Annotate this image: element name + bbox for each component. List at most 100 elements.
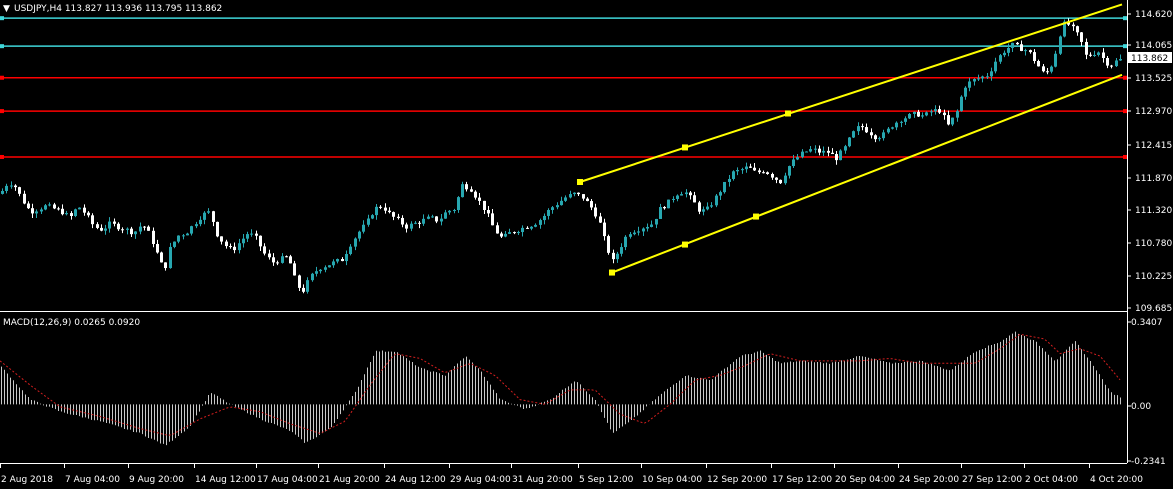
candle-body-bull — [655, 218, 658, 225]
level-right-handle[interactable] — [1123, 16, 1127, 21]
level-left-handle[interactable] — [0, 109, 4, 114]
macd-tick-label: 0.3407 — [1131, 318, 1163, 328]
candle-body-bear — [388, 210, 391, 213]
candle-body-bull — [930, 111, 933, 113]
candle-body-bear — [392, 212, 395, 217]
macd-histogram — [1, 331, 1121, 446]
candle-body-bull — [1024, 50, 1027, 52]
candle-body-bear — [1037, 60, 1040, 67]
candle-body-bull — [48, 204, 51, 206]
candle-body-bull — [637, 231, 640, 233]
level-right-handle[interactable] — [1123, 75, 1127, 80]
time-tick-label: 24 Sep 20:00 — [899, 475, 959, 485]
candle-body-bull — [560, 200, 563, 206]
candle-body-bull — [35, 211, 38, 214]
price-panel[interactable]: ▼ USDJPY,H4 113.827 113.936 113.795 113.… — [0, 3, 1127, 312]
candle-body-bear — [113, 221, 116, 224]
trendline-anchor-handle[interactable] — [785, 110, 791, 117]
trendline-anchor-handle[interactable] — [609, 269, 615, 276]
candle-body-bull — [354, 238, 357, 247]
candle-body-bull — [126, 228, 129, 230]
trendline[interactable] — [611, 73, 1123, 274]
macd-signal-line — [0, 333, 1121, 436]
current-price-label: 113.862 — [1131, 54, 1168, 64]
candle-body-bear — [27, 203, 30, 209]
candle-body-bear — [147, 226, 150, 231]
candle-body-bull — [521, 227, 524, 233]
price-axis[interactable]: 114.620 114.065 113.525 112.970 112.415 111.8… — [1127, 0, 1172, 467]
candle-body-bear — [835, 154, 838, 161]
candle-body-bull — [667, 199, 670, 209]
candle-body-bull — [1063, 21, 1066, 37]
level-left-handle[interactable] — [0, 75, 4, 80]
candle-body-bull — [534, 224, 537, 227]
candle-body-bull — [728, 178, 731, 182]
candle-body-bull — [809, 149, 812, 152]
candle-body-bear — [590, 201, 593, 208]
candle-body-bull — [1115, 60, 1118, 67]
candle-body-bull — [620, 247, 623, 254]
candle-body-bear — [397, 216, 400, 218]
candle-body-bull — [784, 175, 787, 184]
level-right-handle[interactable] — [1123, 44, 1127, 49]
candle-body-bull — [904, 118, 907, 122]
candle-body-bull — [319, 269, 322, 272]
level-right-handle[interactable] — [1123, 109, 1127, 114]
candle-body-bull — [104, 228, 107, 231]
candle-body-bear — [272, 257, 275, 263]
level-left-handle[interactable] — [0, 16, 4, 21]
candle-body-bear — [818, 148, 821, 153]
trendline-anchor-handle[interactable] — [577, 179, 583, 185]
candle-body-bear — [1072, 24, 1075, 27]
macd-panel[interactable]: MACD(12,26,9) 0.0265 0.0920 — [0, 318, 1121, 446]
trend-channel[interactable] — [577, 3, 1123, 276]
collapse-triangle-icon[interactable]: ▼ — [3, 4, 10, 14]
candle-body-bull — [186, 233, 189, 236]
candle-body-bull — [981, 76, 984, 79]
candle-body-bull — [345, 253, 348, 262]
price-tick-label: 113.525 — [1135, 74, 1172, 84]
candle-body-bear — [861, 126, 864, 128]
trendline-anchor-handle[interactable] — [682, 241, 688, 248]
price-tick-label: 111.870 — [1135, 174, 1172, 184]
trendline[interactable] — [579, 3, 1123, 183]
candle-body-bull — [508, 232, 511, 234]
candle-body-bear — [418, 222, 421, 224]
candle-body-bear — [474, 191, 477, 198]
time-axis[interactable]: 2 Aug 2018 7 Aug 04:00 9 Aug 20:00 14 Aug 1… — [0, 463, 1143, 485]
candle-body-bull — [964, 87, 967, 97]
candle-body-bull — [40, 209, 43, 212]
candle-body-bear — [1080, 32, 1083, 42]
candle-body-bull — [900, 121, 903, 123]
candle-body-bear — [775, 177, 778, 180]
candle-body-bear — [1020, 44, 1023, 51]
candle-body-bear — [263, 246, 266, 254]
candle-body-bear — [874, 135, 877, 140]
candle-body-bull — [839, 150, 842, 161]
candle-body-bull — [564, 197, 567, 201]
time-tick-label: 2 Aug 2018 — [1, 475, 53, 485]
candle-body-bull — [453, 210, 456, 212]
level-right-handle[interactable] — [1123, 154, 1127, 159]
candle-body-bear — [496, 225, 499, 234]
candle-body-bear — [491, 213, 494, 226]
level-left-handle[interactable] — [0, 154, 4, 159]
candle-body-bear — [18, 187, 21, 194]
trendline-anchor-handle[interactable] — [682, 144, 688, 151]
candle-body-bull — [685, 192, 688, 195]
level-left-handle[interactable] — [0, 44, 4, 49]
time-tick-label: 17 Aug 04:00 — [257, 475, 318, 485]
candle-body-bear — [749, 166, 752, 168]
trendline-anchor-handle[interactable] — [753, 213, 759, 220]
candle-body-bear — [1102, 52, 1105, 59]
candle-body-bear — [87, 212, 90, 216]
candle-body-bear — [483, 200, 486, 210]
candle-body-bear — [293, 263, 296, 276]
candle-body-bull — [801, 151, 804, 158]
time-tick-label: 21 Aug 20:00 — [319, 475, 380, 485]
candle-body-bull — [999, 55, 1002, 62]
candle-body-bull — [358, 231, 361, 239]
price-tick-label: 111.320 — [1135, 206, 1172, 216]
candle-body-bull — [169, 246, 172, 269]
